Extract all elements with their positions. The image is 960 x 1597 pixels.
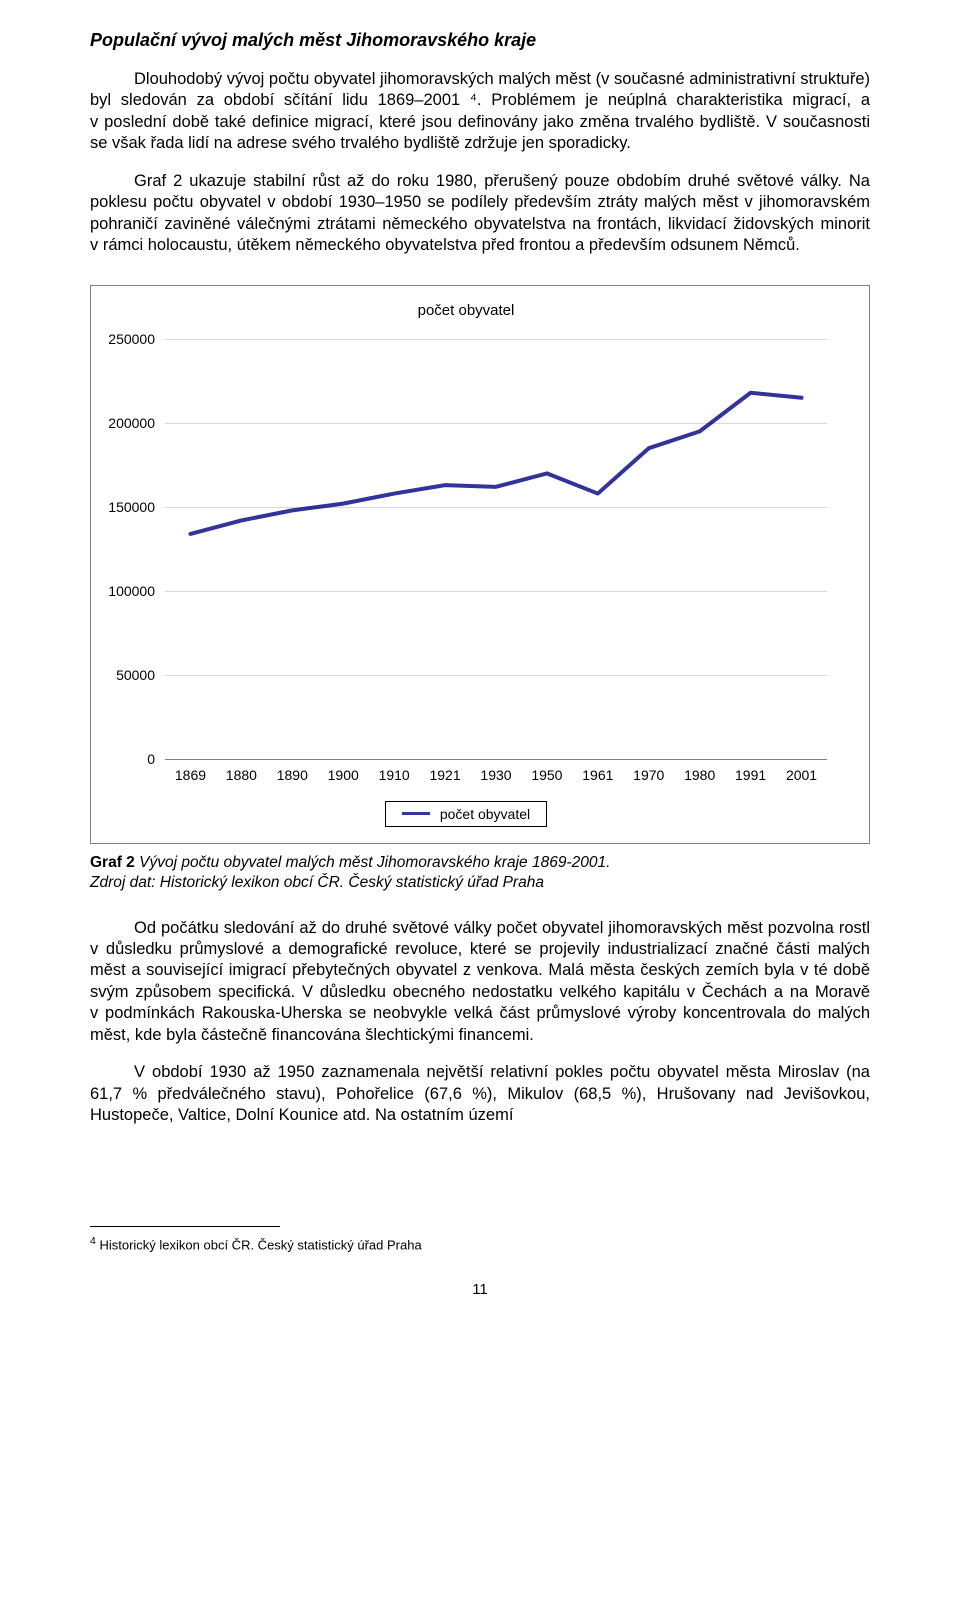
chart-plot-area: 050000100000150000200000250000: [165, 339, 827, 759]
caption-text: Vývoj počtu obyvatel malých měst Jihomor…: [135, 854, 611, 871]
chart-legend: počet obyvatel: [385, 801, 547, 827]
chart-xtick-label: 1869: [165, 767, 216, 783]
chart-ytick-label: 250000: [108, 331, 155, 347]
chart-xtick-label: 2001: [776, 767, 827, 783]
page-number: 11: [90, 1281, 870, 1298]
paragraph-1: Dlouhodobý vývoj počtu obyvatel jihomora…: [90, 69, 870, 155]
chart-ytick-label: 0: [147, 751, 155, 767]
footnote-number: 4: [90, 1235, 96, 1247]
chart-ytick-label: 100000: [108, 583, 155, 599]
chart-xtick-label: 1880: [216, 767, 267, 783]
chart-population: počet obyvatel 0500001000001500002000002…: [90, 285, 870, 844]
paragraph-4: V období 1930 až 1950 zaznamenala největ…: [90, 1062, 870, 1126]
footnote-text: Historický lexikon obcí ČR. Český statis…: [99, 1238, 421, 1253]
chart-caption: Graf 2 Vývoj počtu obyvatel malých měst …: [90, 854, 870, 872]
footnote-rule: [90, 1226, 280, 1227]
chart-xtick-label: 1970: [623, 767, 674, 783]
chart-xtick-label: 1890: [267, 767, 318, 783]
chart-ytick-label: 200000: [108, 415, 155, 431]
legend-label: počet obyvatel: [440, 806, 530, 822]
chart-caption-source: Zdroj dat: Historický lexikon obcí ČR. Č…: [90, 874, 870, 892]
caption-label: Graf 2: [90, 854, 135, 871]
paragraph-3: Od počátku sledování až do druhé světové…: [90, 918, 870, 1047]
chart-xtick-label: 1921: [420, 767, 471, 783]
chart-xtick-label: 1930: [471, 767, 522, 783]
chart-ytick-label: 150000: [108, 499, 155, 515]
chart-x-labels: 1869188018901900191019211930195019611970…: [165, 767, 827, 783]
legend-swatch: [402, 812, 430, 815]
chart-xtick-label: 1961: [572, 767, 623, 783]
chart-title: počet obyvatel: [105, 302, 827, 319]
chart-xtick-label: 1900: [318, 767, 369, 783]
chart-xtick-label: 1950: [521, 767, 572, 783]
chart-line-series: [165, 339, 827, 759]
footnote: 4 Historický lexikon obcí ČR. Český stat…: [90, 1235, 870, 1252]
chart-xtick-label: 1910: [369, 767, 420, 783]
chart-xtick-label: 1980: [674, 767, 725, 783]
paragraph-2: Graf 2 ukazuje stabilní růst až do roku …: [90, 171, 870, 257]
chart-xtick-label: 1991: [725, 767, 776, 783]
section-heading: Populační vývoj malých měst Jihomoravské…: [90, 30, 870, 51]
chart-ytick-label: 50000: [116, 667, 155, 683]
